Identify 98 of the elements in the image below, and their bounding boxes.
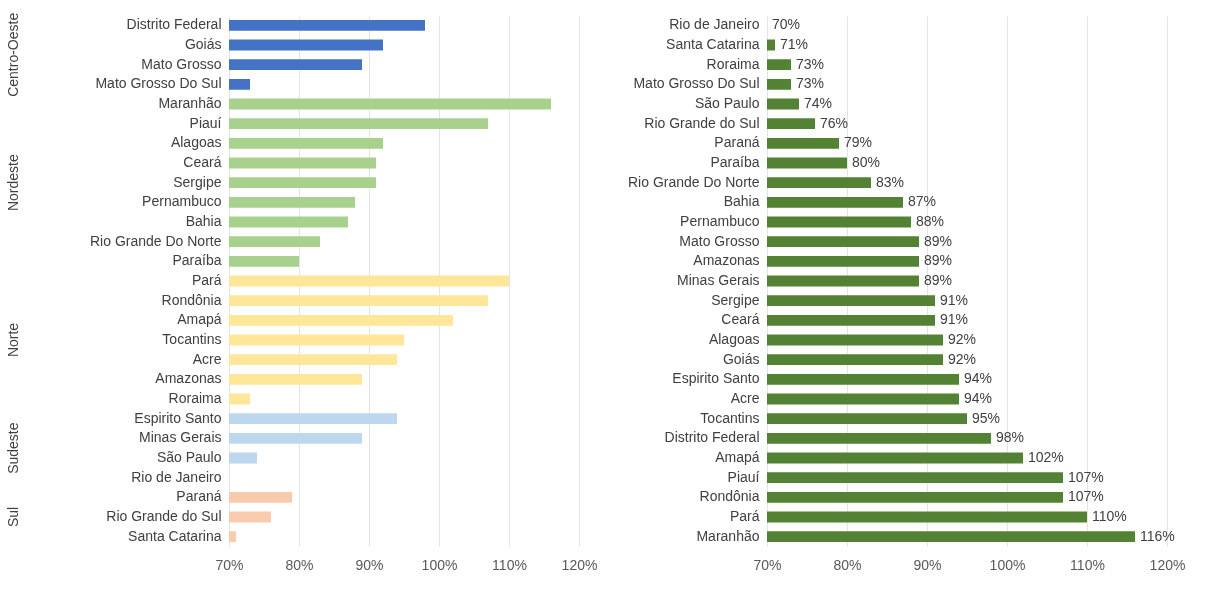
y-tick-label: Santa Catarina <box>128 527 222 544</box>
y-tick-label: Distrito Federal <box>126 16 222 33</box>
data-label: 71% <box>780 36 809 53</box>
y-tick-label: Rio Grande Do Norte <box>627 173 760 190</box>
x-tick-label: 110% <box>492 556 527 573</box>
y-tick-label: Amapá <box>177 311 222 328</box>
y-tick-label: Tocantins <box>162 331 222 347</box>
data-label: 94% <box>964 390 993 406</box>
y-tick-label: Sergipe <box>711 291 760 308</box>
y-tick-label: Amazonas <box>155 370 222 387</box>
y-tick-label: Alagoas <box>708 331 760 347</box>
y-tick-label: Mato Grosso Do Sul <box>633 75 760 92</box>
y-tick-label: Bahia <box>185 213 222 229</box>
y-tick-label: Acre <box>730 390 760 406</box>
y-tick-label: Amazonas <box>693 252 760 269</box>
data-label: 89% <box>924 252 953 269</box>
y-tick-label: Roraima <box>706 55 760 72</box>
y-tick-label: Piauí <box>189 114 222 131</box>
x-tick-label: 80% <box>833 556 862 573</box>
y-tick-label: Maranhão <box>696 527 760 544</box>
y-tick-label: Paraná <box>176 488 222 505</box>
data-label: 73% <box>796 55 825 72</box>
x-tick-label: 90% <box>913 556 942 573</box>
y-tick-label: Goiás <box>184 36 222 53</box>
y-tick-label: Roraima <box>168 390 222 406</box>
y-tick-label: Rio de Janeiro <box>669 16 760 33</box>
y-tick-label: Rondônia <box>699 488 760 505</box>
y-tick-label: Amapá <box>715 448 760 465</box>
data-label: 116% <box>1140 527 1175 544</box>
y-tick-label: Pernambuco <box>680 213 760 229</box>
y-tick-label: Espirito Santo <box>134 409 222 426</box>
y-tick-label: São Paulo <box>156 448 222 465</box>
y-tick-label: Rio Grande Do Norte <box>89 232 222 249</box>
data-label: 107% <box>1068 488 1104 505</box>
series-label: Norte <box>5 322 21 358</box>
data-label: 94% <box>964 370 993 387</box>
y-tick-label: Paraná <box>714 134 760 151</box>
data-label: 92% <box>948 331 977 347</box>
y-tick-label: Rondônia <box>161 291 222 308</box>
y-tick-label: Mato Grosso <box>679 232 760 249</box>
x-tick-label: 80% <box>285 556 314 573</box>
x-tick-label: 120% <box>1149 556 1186 573</box>
y-tick-label: Alagoas <box>170 134 222 151</box>
data-label: 91% <box>940 291 969 308</box>
y-tick-label: Pernambuco <box>142 193 222 210</box>
y-tick-label: Sergipe <box>173 173 222 190</box>
data-label: 80% <box>852 154 881 170</box>
data-label: 73% <box>796 75 825 92</box>
data-label: 89% <box>924 272 953 288</box>
y-tick-label: São Paulo <box>694 95 760 112</box>
data-label: 107% <box>1068 468 1104 485</box>
data-label: 74% <box>804 95 833 112</box>
y-tick-label: Maranhão <box>158 95 222 112</box>
y-tick-label: Mato Grosso Do Sul <box>95 75 222 92</box>
y-tick-label: Rio Grande do Sul <box>106 507 222 524</box>
y-tick-label: Minas Gerais <box>139 429 222 446</box>
y-tick-label: Bahia <box>723 193 760 210</box>
x-tick-label: 90% <box>355 556 384 573</box>
data-label: 95% <box>972 409 1001 426</box>
x-tick-label: 100% <box>421 556 458 573</box>
x-tick-label: 120% <box>561 556 598 573</box>
data-label: 91% <box>940 311 969 328</box>
x-tick-label: 100% <box>989 556 1026 573</box>
data-label: 88% <box>916 213 945 229</box>
series-label: Sul <box>5 506 21 528</box>
data-label: 79% <box>844 134 873 151</box>
x-tick-label: 70% <box>215 556 244 573</box>
y-tick-label: Acre <box>192 350 222 367</box>
y-tick-label: Minas Gerais <box>677 272 760 288</box>
data-label: 102% <box>1028 448 1064 465</box>
y-tick-label: Rio Grande do Sul <box>644 114 760 131</box>
y-tick-label: Piauí <box>727 468 760 485</box>
data-label: 87% <box>908 193 937 210</box>
y-tick-label: Mato Grosso <box>141 55 222 72</box>
data-label: 70% <box>772 16 801 33</box>
y-tick-label: Paraíba <box>710 154 760 170</box>
y-tick-label: Pará <box>191 272 222 288</box>
y-tick-label: Santa Catarina <box>666 36 760 53</box>
series-label: Nordeste <box>5 154 21 212</box>
x-tick-label: 110% <box>1070 556 1105 573</box>
y-tick-label: Tocantins <box>700 409 760 426</box>
y-tick-label: Espirito Santo <box>672 370 760 387</box>
data-label: 92% <box>948 350 977 367</box>
y-tick-label: Rio de Janeiro <box>131 468 222 485</box>
text: Centro-Oeste <box>5 12 21 97</box>
data-label: 110% <box>1092 507 1127 524</box>
y-tick-label: Pará <box>729 507 760 524</box>
data-label: 76% <box>820 114 849 131</box>
y-tick-label: Paraíba <box>172 252 222 269</box>
y-tick-label: Goiás <box>722 350 760 367</box>
data-label: 98% <box>996 429 1025 446</box>
y-tick-label: Ceará <box>721 311 760 328</box>
y-tick-label: Distrito Federal <box>664 429 760 446</box>
data-label: 83% <box>876 173 905 190</box>
text: Sudeste <box>5 422 21 474</box>
x-tick-label: 70% <box>753 556 782 573</box>
y-tick-label: Ceará <box>183 154 222 170</box>
data-label: 89% <box>924 232 953 249</box>
